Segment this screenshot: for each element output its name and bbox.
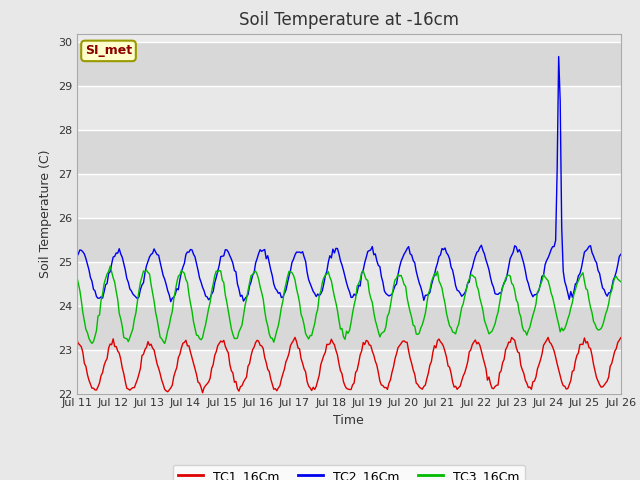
TC3_16Cm	[73, 274, 81, 279]
TC3_16Cm	[617, 279, 625, 285]
TC3_16Cm	[161, 341, 168, 347]
TC2_16Cm	[264, 253, 271, 259]
Line: TC1_16Cm: TC1_16Cm	[77, 337, 621, 393]
TC1_16Cm	[617, 335, 625, 340]
TC2_16Cm	[237, 293, 244, 299]
Bar	[77, 130, 621, 174]
Bar	[77, 350, 621, 394]
TC2_16Cm	[555, 54, 563, 60]
Text: SI_met: SI_met	[85, 44, 132, 58]
Legend: TC1_16Cm, TC2_16Cm, TC3_16Cm: TC1_16Cm, TC2_16Cm, TC3_16Cm	[173, 465, 525, 480]
TC2_16Cm	[73, 253, 81, 259]
Bar	[77, 42, 621, 86]
TC1_16Cm	[314, 378, 321, 384]
TC1_16Cm	[255, 338, 262, 344]
TC1_16Cm	[199, 390, 207, 396]
X-axis label: Time: Time	[333, 414, 364, 427]
Title: Soil Temperature at -16cm: Soil Temperature at -16cm	[239, 11, 459, 29]
TC2_16Cm	[255, 251, 262, 256]
TC1_16Cm	[291, 335, 299, 340]
Line: TC3_16Cm: TC3_16Cm	[77, 266, 621, 344]
TC2_16Cm	[617, 252, 625, 257]
Bar	[77, 262, 621, 306]
Y-axis label: Soil Temperature (C): Soil Temperature (C)	[39, 149, 52, 278]
TC1_16Cm	[264, 367, 271, 372]
TC2_16Cm	[140, 280, 147, 286]
TC1_16Cm	[589, 361, 597, 367]
TC1_16Cm	[73, 337, 81, 343]
TC3_16Cm	[256, 284, 264, 290]
TC2_16Cm	[589, 253, 597, 259]
TC1_16Cm	[237, 384, 244, 389]
Line: TC2_16Cm: TC2_16Cm	[77, 57, 621, 301]
TC3_16Cm	[314, 306, 321, 312]
TC3_16Cm	[266, 331, 273, 336]
TC3_16Cm	[589, 319, 597, 324]
Bar	[77, 86, 621, 130]
TC1_16Cm	[140, 351, 147, 357]
Bar	[77, 174, 621, 218]
TC2_16Cm	[167, 299, 175, 304]
TC3_16Cm	[141, 269, 149, 275]
Bar	[77, 218, 621, 262]
TC3_16Cm	[238, 323, 246, 328]
TC2_16Cm	[312, 294, 320, 300]
Bar	[77, 306, 621, 350]
TC3_16Cm	[106, 264, 114, 269]
